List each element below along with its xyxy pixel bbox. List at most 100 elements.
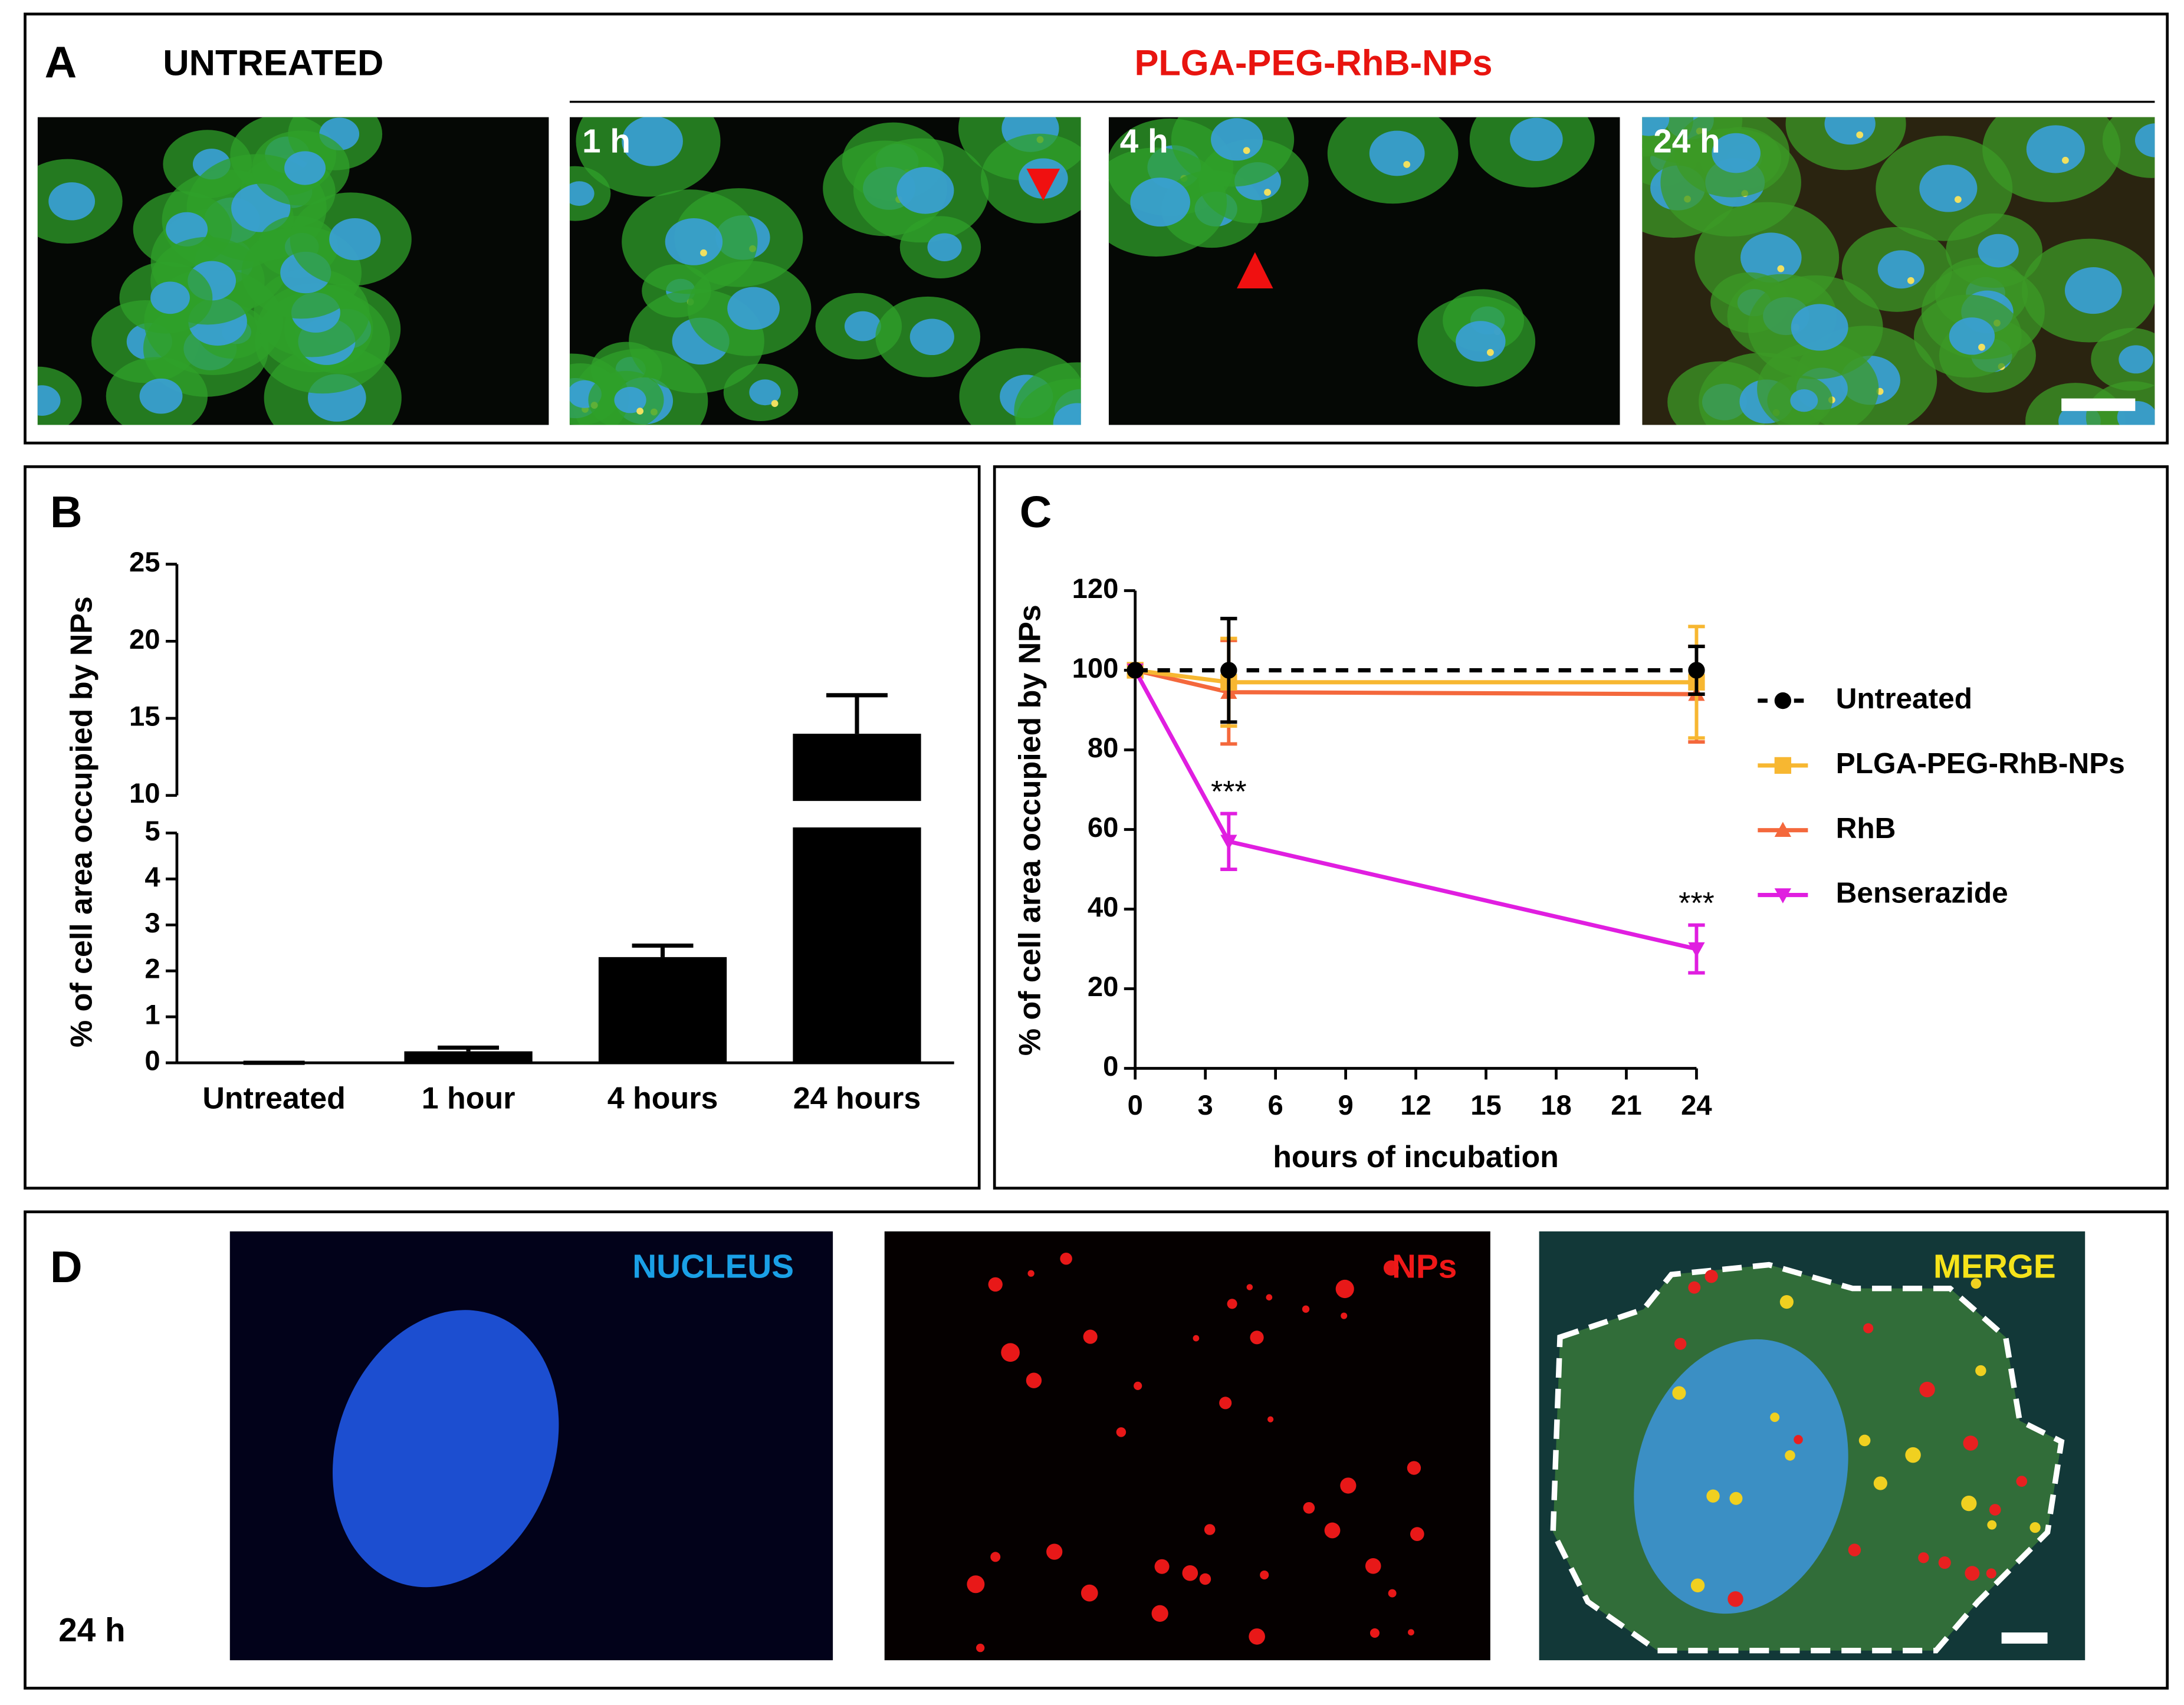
particle	[1986, 1568, 1996, 1579]
y-tick-label: 10	[129, 778, 160, 809]
particle	[1690, 1578, 1705, 1593]
nucleus	[150, 281, 190, 314]
nucleus	[614, 387, 646, 413]
nucleus	[1642, 117, 1670, 136]
time-label: 1 h	[582, 123, 630, 160]
x-tick-label: 15	[1470, 1090, 1502, 1121]
particle	[1249, 1628, 1265, 1645]
y-axis-label: % of cell area occupied by NPs	[64, 596, 98, 1047]
micrographs-d	[229, 1231, 2086, 1661]
particle	[1975, 1365, 1986, 1377]
nucleus	[1211, 118, 1263, 161]
legend-marker	[1774, 822, 1792, 837]
y-tick-label: 5	[144, 816, 160, 847]
particle	[1978, 343, 1985, 351]
x-tick-label: 1 hour	[422, 1082, 515, 1116]
scale-bar	[2061, 398, 2136, 411]
particle	[2016, 1476, 2028, 1487]
particle	[1919, 1381, 1935, 1398]
particle	[1250, 1331, 1264, 1345]
x-tick-label: 9	[1338, 1090, 1353, 1121]
particle	[1204, 1524, 1216, 1535]
nucleus	[1634, 1339, 1848, 1614]
micrographs-a	[37, 117, 2155, 425]
y-tick-label: 60	[1088, 812, 1119, 843]
particle	[1001, 1343, 1020, 1362]
nucleus	[1130, 178, 1190, 227]
particle	[1938, 1556, 1951, 1569]
nucleus	[1712, 133, 1761, 173]
x-tick-label: 24 hours	[793, 1082, 921, 1116]
nucleus	[333, 1310, 559, 1588]
error-bar	[632, 943, 694, 957]
legend-marker	[1774, 888, 1792, 904]
particle	[1688, 1281, 1701, 1294]
particle	[1961, 1496, 1977, 1512]
particle	[1848, 1543, 1861, 1556]
nucleus	[2026, 125, 2085, 173]
panel-frame	[24, 1210, 2169, 1690]
y-tick-label: 25	[129, 547, 160, 578]
particle	[1785, 1450, 1795, 1461]
x-tick-label: Untreated	[202, 1082, 345, 1116]
particle	[1219, 1397, 1232, 1410]
nucleus	[2064, 267, 2122, 314]
particle	[1963, 1435, 1978, 1451]
particle	[1729, 1492, 1743, 1505]
particle	[1970, 1278, 1982, 1289]
condition-label: PLGA-PEG-RhB-NPs	[1134, 42, 1492, 83]
particle	[1116, 1427, 1127, 1437]
particle	[1026, 1372, 1042, 1388]
y-tick-label: 2	[144, 954, 160, 985]
nucleus	[1949, 317, 1995, 355]
y-tick-label: 4	[144, 862, 160, 893]
nucleus	[896, 167, 954, 214]
particle	[1779, 1295, 1794, 1309]
particle	[1410, 1527, 1424, 1541]
x-tick-label: 24	[1681, 1090, 1712, 1121]
particle	[1674, 1338, 1687, 1350]
particle	[1704, 1269, 1718, 1283]
particle	[1403, 160, 1411, 168]
nucleus	[622, 117, 683, 166]
panel-label: C	[1020, 488, 1052, 537]
particle	[1340, 1477, 1357, 1494]
annotation: ***	[1679, 886, 1715, 921]
y-axis-label: % of cell area occupied by NPs	[1013, 605, 1047, 1056]
particle	[1243, 147, 1250, 155]
particle	[1672, 1386, 1686, 1400]
bar-chart: 0 1 2 3 4 5 10 15 20 25 % of cell area occupied by…	[64, 547, 954, 1116]
x-tick-label: 4 hours	[607, 1082, 718, 1116]
x-tick-label: 0	[1128, 1090, 1143, 1121]
x-axis-label: hours of incubation	[1273, 1140, 1559, 1174]
y-tick-label: 0	[144, 1046, 160, 1077]
nucleus	[1919, 165, 1978, 212]
data-point	[1220, 835, 1237, 850]
nucleus	[1456, 321, 1506, 362]
y-tick-label: 3	[144, 908, 160, 939]
legend-marker	[1774, 692, 1792, 709]
nucleus	[1877, 250, 1924, 289]
bar	[793, 734, 921, 801]
micrograph	[569, 117, 1081, 425]
particle	[1154, 1559, 1170, 1574]
nucleus	[844, 311, 881, 341]
y-tick-label: 0	[1103, 1051, 1118, 1082]
particle	[1151, 1605, 1168, 1622]
micrograph	[1642, 117, 2155, 425]
y-tick-label: 120	[1072, 573, 1119, 605]
particle	[1954, 196, 1962, 203]
x-tick-label: 6	[1268, 1090, 1283, 1121]
bar	[404, 1051, 533, 1063]
micrograph	[1539, 1231, 2086, 1661]
particle	[1199, 1573, 1211, 1585]
particle	[1083, 1329, 1098, 1344]
particle	[1046, 1543, 1063, 1560]
nucleus	[727, 287, 780, 330]
micrograph	[37, 117, 549, 425]
time-label: 24 h	[1653, 123, 1720, 160]
particle	[1134, 1381, 1142, 1390]
panel-label: B	[50, 488, 83, 537]
particle	[1193, 1335, 1200, 1342]
arrowhead	[1237, 252, 1273, 289]
